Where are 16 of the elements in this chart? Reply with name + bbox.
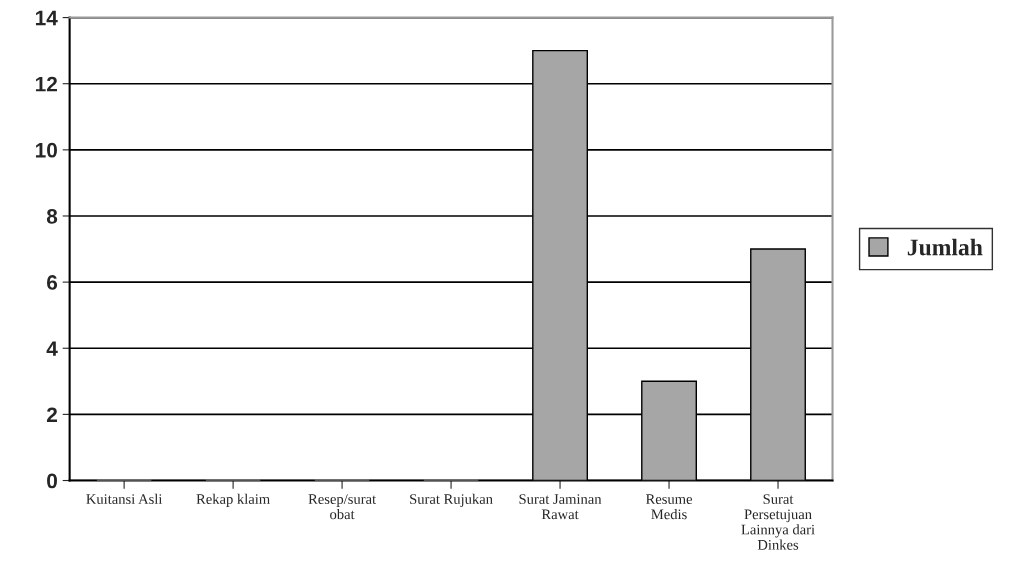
y-tick-label: 14 (35, 10, 58, 26)
x-tick-label: Surat Jaminan Rawat (519, 494, 602, 520)
x-tick-label: Kuitansi Asli (86, 493, 163, 504)
y-tick-label: 0 (47, 473, 57, 489)
y-tick-label: 2 (46, 407, 57, 422)
x-tick-label: Surat Persetujuan Lainnya dari Dinkes (741, 494, 815, 550)
x-tick-label: Resep/surat obat (308, 494, 377, 520)
y-tick-label: 10 (35, 142, 57, 158)
y-tick-label: 4 (46, 341, 58, 356)
x-tick-label: Resume Medis (645, 494, 693, 520)
y-tick-label: 8 (46, 208, 58, 224)
x-tick-label: Rekap klaim (196, 493, 270, 507)
y-tick-label: 12 (35, 76, 57, 92)
x-tick-label: Surat Rujukan (410, 493, 493, 507)
legend-label: Jumlah (907, 238, 983, 256)
y-tick-label: 6 (47, 275, 58, 290)
